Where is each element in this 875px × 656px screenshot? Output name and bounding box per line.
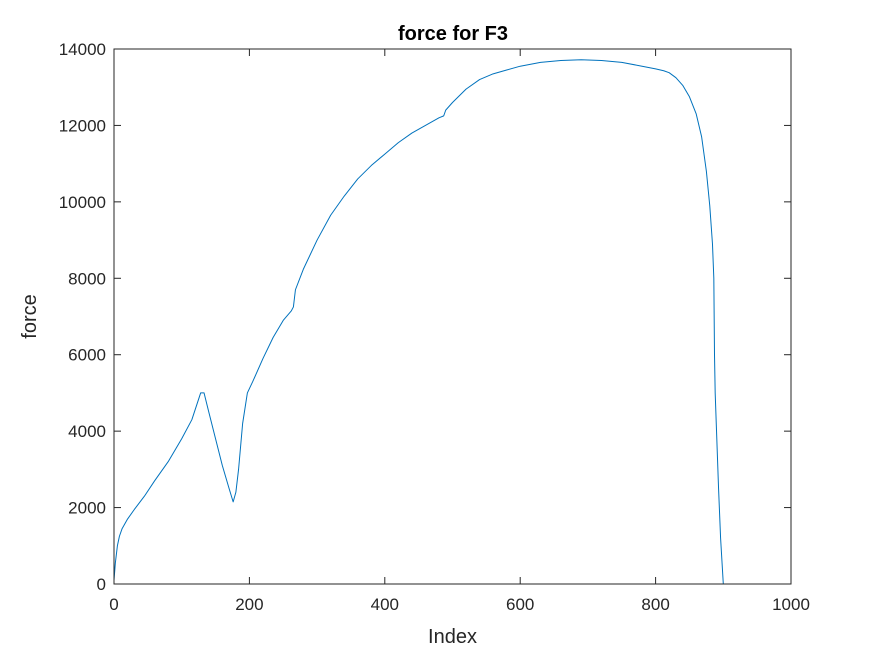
x-tick-label: 800 [641,595,669,614]
y-tick-label: 14000 [59,40,106,59]
y-tick-label: 10000 [59,193,106,212]
x-tick-label: 400 [371,595,399,614]
series-layer [113,59,727,585]
series-line-0 [113,59,727,585]
y-tick-label: 8000 [68,269,106,288]
x-tick-label: 1000 [772,595,810,614]
y-axis-label: force [19,294,41,338]
y-tick-label: 12000 [59,116,106,135]
x-tick-label: 600 [506,595,534,614]
x-tick-label: 0 [109,595,118,614]
plot-area [114,49,791,584]
y-tick-label: 2000 [68,499,106,518]
plot-frame [113,48,792,585]
y-tick-label: 6000 [68,346,106,365]
y-tick-label: 0 [97,575,106,594]
x-tick-label: 200 [235,595,263,614]
chart-title: force for F3 [398,23,508,45]
x-axis-label: Index [428,626,477,648]
y-tick-label: 4000 [68,422,106,441]
